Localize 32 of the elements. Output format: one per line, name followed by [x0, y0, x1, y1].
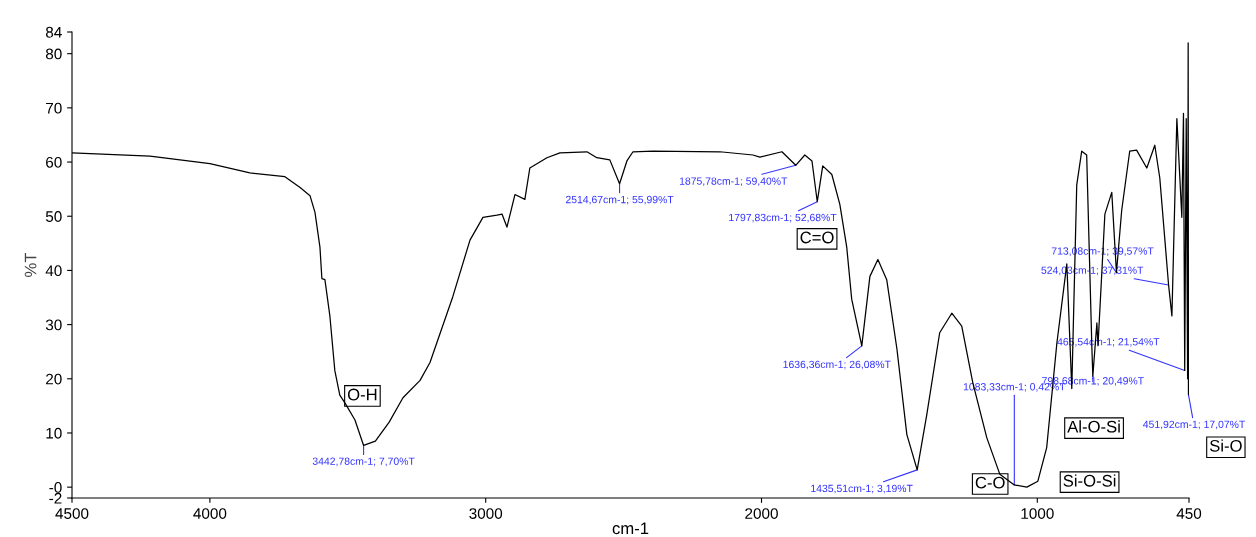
- annotation: 1797,83cm-1; 52,68%T: [729, 213, 837, 223]
- annotation: 1636,36cm-1; 26,08%T: [783, 360, 891, 370]
- y-tick-label: 40: [45, 265, 62, 277]
- annotation: C-O: [975, 476, 1005, 489]
- annotation: 1875,78cm-1; 59,40%T: [679, 177, 788, 186]
- annotation: C=O: [800, 231, 834, 244]
- text: Si-O: [1209, 439, 1242, 452]
- x-tick-label: 3000: [469, 508, 503, 519]
- y-tick-label: 70: [46, 102, 62, 114]
- y-tick-label: -0: [49, 482, 62, 493]
- annotation: Al-O-Si: [1067, 420, 1120, 433]
- x-tick-label: 1000: [1021, 508, 1054, 519]
- y-tick-label: 20: [46, 373, 62, 385]
- y-tick-label: 80: [45, 48, 62, 60]
- y-tick-label: 10: [46, 427, 62, 439]
- y-tick-label: 84: [45, 26, 62, 38]
- y-tick-label: 60: [46, 156, 62, 168]
- x-tick-label: 4500: [55, 508, 89, 519]
- annotation: 1435,51cm-1; 3,19%T: [811, 484, 913, 494]
- x-axis-title: cm-1: [612, 522, 649, 535]
- y-tick-label: -2: [49, 492, 62, 504]
- x-tick-label: 450: [1176, 508, 1202, 519]
- y-tick-label: 30: [45, 319, 62, 331]
- annotation: 451,92cm-1; 17,07%T: [1143, 420, 1246, 430]
- x-tick-label: 2000: [745, 508, 778, 519]
- x-tick-label: 4000: [193, 508, 227, 519]
- annotation: Si-O-Si: [1063, 474, 1116, 487]
- annotation: 3442,78cm-1; 7,70%T: [312, 457, 415, 467]
- y-axis-title: %T: [24, 252, 37, 277]
- annotation: 2514,67cm-1; 55,99%T: [565, 195, 674, 205]
- annotation: O-H: [347, 388, 377, 401]
- y-tick-label: 50: [45, 211, 62, 222]
